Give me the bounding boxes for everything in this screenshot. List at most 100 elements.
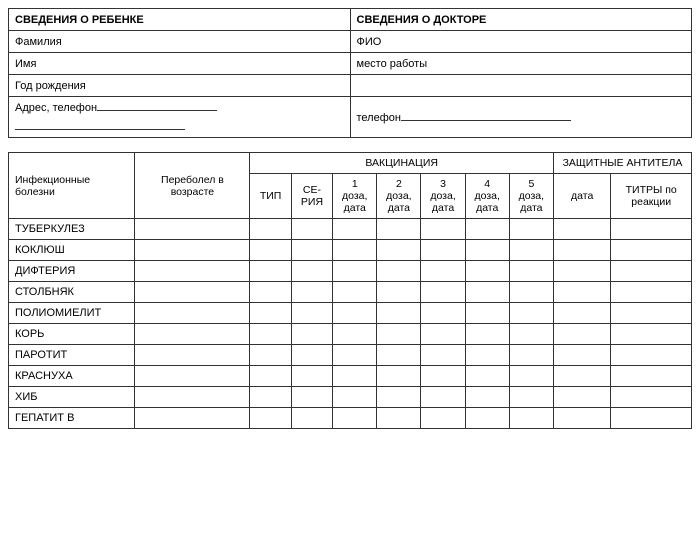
- col-ab-date: дата: [553, 174, 610, 219]
- empty-cell: [611, 303, 692, 324]
- fio-label: ФИО: [350, 31, 692, 53]
- empty-cell: [553, 345, 610, 366]
- disease-row: ТУБЕРКУЛЕЗ: [9, 219, 692, 240]
- empty-cell: [611, 366, 692, 387]
- empty-cell: [611, 282, 692, 303]
- col-type: ТИП: [250, 174, 291, 219]
- empty-cell: [250, 303, 291, 324]
- empty-cell: [553, 408, 610, 429]
- empty-cell: [421, 408, 465, 429]
- empty-cell: [465, 261, 509, 282]
- empty-cell: [250, 219, 291, 240]
- disease-row: ПАРОТИТ: [9, 345, 692, 366]
- col-dose3: 3 доза, дата: [421, 174, 465, 219]
- empty-cell: [135, 240, 250, 261]
- col-dose5: 5 доза, дата: [509, 174, 553, 219]
- empty-cell: [250, 408, 291, 429]
- disease-row: КОКЛЮШ: [9, 240, 692, 261]
- disease-name: ТУБЕРКУЛЕЗ: [9, 219, 135, 240]
- surname-label: Фамилия: [9, 31, 351, 53]
- disease-name: ПОЛИОМИЕЛИТ: [9, 303, 135, 324]
- empty-cell: [553, 387, 610, 408]
- disease-name: ГЕПАТИТ В: [9, 408, 135, 429]
- workplace-label: место работы: [350, 53, 692, 75]
- col-ab-titre: ТИТРЫ по реакции: [611, 174, 692, 219]
- empty-cell: [421, 261, 465, 282]
- empty-cell: [291, 303, 332, 324]
- empty-cell: [465, 219, 509, 240]
- phone-cell: телефон: [350, 97, 692, 138]
- empty-cell: [465, 408, 509, 429]
- disease-name: СТОЛБНЯК: [9, 282, 135, 303]
- empty-cell: [465, 387, 509, 408]
- empty-cell: [135, 408, 250, 429]
- empty-cell: [250, 345, 291, 366]
- empty-cell: [333, 366, 377, 387]
- disease-row: КОРЬ: [9, 324, 692, 345]
- empty-cell: [135, 387, 250, 408]
- disease-name: КОКЛЮШ: [9, 240, 135, 261]
- empty-cell: [421, 324, 465, 345]
- phone-label: телефон: [357, 112, 401, 124]
- empty-cell: [250, 324, 291, 345]
- col-series: СЕ-РИЯ: [291, 174, 332, 219]
- empty-cell: [291, 282, 332, 303]
- empty-cell: [333, 240, 377, 261]
- empty-cell: [465, 324, 509, 345]
- empty-cell: [611, 219, 692, 240]
- empty-cell: [291, 261, 332, 282]
- doctor-header: СВЕДЕНИЯ О ДОКТОРЕ: [350, 9, 692, 31]
- empty-cell: [250, 240, 291, 261]
- empty-cell: [333, 219, 377, 240]
- empty-cell: [611, 408, 692, 429]
- empty-cell: [333, 303, 377, 324]
- empty-cell: [250, 261, 291, 282]
- empty-cell: [377, 366, 421, 387]
- empty-cell: [611, 387, 692, 408]
- disease-name: ДИФТЕРИЯ: [9, 261, 135, 282]
- empty-cell: [509, 366, 553, 387]
- disease-row: ХИБ: [9, 387, 692, 408]
- empty-cell: [553, 282, 610, 303]
- empty-cell: [377, 324, 421, 345]
- empty-cell: [611, 240, 692, 261]
- empty-cell: [611, 324, 692, 345]
- col-diseases: Инфекционные болезни: [9, 153, 135, 219]
- empty-cell: [291, 324, 332, 345]
- underline: [401, 111, 571, 121]
- empty-cell: [509, 408, 553, 429]
- empty-cell: [135, 366, 250, 387]
- empty-cell: [350, 75, 692, 97]
- empty-cell: [333, 261, 377, 282]
- address-phone-label: Адрес, телефон: [15, 102, 97, 114]
- underline: [15, 120, 185, 130]
- empty-cell: [291, 219, 332, 240]
- empty-cell: [333, 408, 377, 429]
- col-dose1: 1 доза, дата: [333, 174, 377, 219]
- disease-name: ХИБ: [9, 387, 135, 408]
- empty-cell: [553, 219, 610, 240]
- empty-cell: [377, 261, 421, 282]
- empty-cell: [135, 219, 250, 240]
- disease-name: КОРЬ: [9, 324, 135, 345]
- vaccination-table: Инфекционные болезни Переболел в возраст…: [8, 152, 692, 429]
- empty-cell: [509, 324, 553, 345]
- disease-name: ПАРОТИТ: [9, 345, 135, 366]
- empty-cell: [135, 303, 250, 324]
- empty-cell: [333, 345, 377, 366]
- empty-cell: [509, 387, 553, 408]
- empty-cell: [135, 324, 250, 345]
- empty-cell: [250, 282, 291, 303]
- name-label: Имя: [9, 53, 351, 75]
- group-vaccination: ВАКЦИНАЦИЯ: [250, 153, 554, 174]
- empty-cell: [611, 261, 692, 282]
- empty-cell: [421, 345, 465, 366]
- empty-cell: [553, 303, 610, 324]
- empty-cell: [509, 303, 553, 324]
- empty-cell: [421, 282, 465, 303]
- empty-cell: [553, 324, 610, 345]
- empty-cell: [553, 261, 610, 282]
- empty-cell: [465, 345, 509, 366]
- disease-row: СТОЛБНЯК: [9, 282, 692, 303]
- empty-cell: [611, 345, 692, 366]
